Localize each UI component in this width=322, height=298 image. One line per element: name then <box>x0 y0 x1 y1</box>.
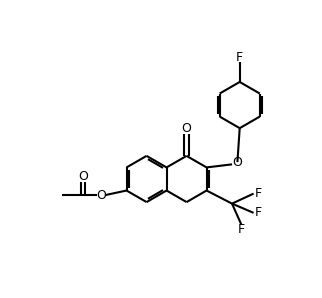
Text: O: O <box>232 156 242 169</box>
Text: F: F <box>255 187 262 200</box>
Text: O: O <box>182 122 192 135</box>
Text: F: F <box>236 51 243 64</box>
Text: O: O <box>96 189 106 202</box>
Text: O: O <box>79 170 88 183</box>
Text: F: F <box>255 206 262 219</box>
Text: F: F <box>238 223 245 235</box>
